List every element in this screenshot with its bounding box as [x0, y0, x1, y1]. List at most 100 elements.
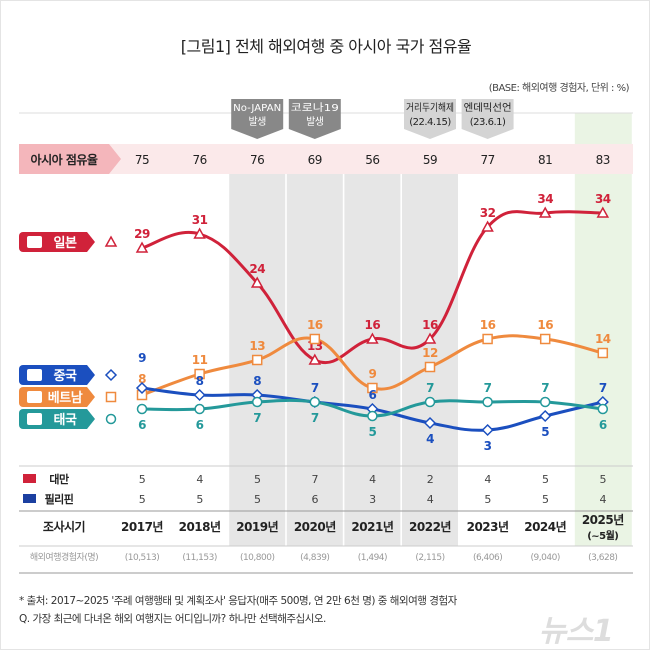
legend-label: 태국: [54, 413, 77, 428]
data-label: 3: [484, 439, 492, 453]
share-value: 69: [308, 153, 322, 167]
share-label-bg: [19, 144, 121, 174]
data-label: 4: [426, 432, 434, 446]
data-point: [135, 381, 149, 395]
row-value: 5: [139, 473, 146, 486]
respondents-value: (10,513): [125, 553, 160, 563]
data-label: 7: [253, 411, 261, 425]
data-label: 7: [484, 381, 492, 395]
event-callout: [461, 99, 514, 139]
row-value: 4: [484, 473, 491, 486]
share-value: 75: [135, 153, 149, 167]
respondents-value: (10,800): [240, 553, 275, 563]
event-callout: [288, 99, 341, 139]
period-value: 2024년: [524, 520, 566, 534]
footnote-question: Q. 가장 최근에 다녀온 해외 여행지는 어디입니까? 하나만 선택해주십시오…: [19, 613, 326, 625]
row-value: 6: [312, 493, 319, 506]
data-label: 8: [196, 374, 204, 388]
row-value: 4: [600, 493, 607, 506]
data-label: 7: [426, 381, 434, 395]
data-point: [424, 396, 436, 408]
legend-label: 중국: [54, 369, 77, 384]
data-point: [423, 416, 437, 430]
row-value: 5: [600, 473, 607, 486]
period-value: 2025년: [582, 513, 624, 527]
data-label: 34: [537, 192, 553, 206]
data-label: 8: [253, 374, 261, 388]
highlight-column-2025: [574, 113, 632, 546]
data-label: 16: [422, 318, 438, 332]
data-point: [366, 332, 379, 344]
data-label: 5: [368, 425, 376, 439]
period-value: 2022년: [409, 520, 451, 534]
data-label: 16: [480, 318, 496, 332]
event-label: (22.4.15): [409, 117, 451, 128]
event-label: 발생: [248, 116, 266, 128]
data-point: [597, 347, 609, 359]
data-point: [194, 403, 205, 415]
share-value: 76: [250, 153, 264, 167]
data-point: [250, 276, 264, 288]
respondents-value: (4,839): [300, 553, 329, 563]
data-label: 31: [192, 213, 208, 227]
share-value: 56: [365, 153, 379, 167]
chart-title: [그림1] 전체 해외여행 중 아시아 국가 점유율: [180, 37, 472, 56]
data-label: 14: [595, 332, 611, 346]
flag-icon: [27, 369, 42, 381]
event-callout: [404, 99, 456, 139]
share-label: 아시아 점유율: [31, 152, 98, 167]
data-point: [539, 333, 551, 345]
row-label: 대만: [49, 472, 69, 486]
data-label: 7: [311, 411, 319, 425]
shaded-column: [402, 164, 458, 546]
share-value: 76: [192, 153, 206, 167]
data-label: 7: [599, 381, 607, 395]
respondents-value: (11,153): [182, 553, 217, 563]
share-value: 77: [480, 153, 494, 167]
row-value: 5: [484, 493, 491, 506]
event-label: 거리두기해제: [406, 101, 454, 114]
data-point: [423, 332, 437, 344]
flag-icon: [27, 391, 42, 403]
share-value: 83: [596, 153, 610, 167]
row-value: 5: [196, 493, 203, 506]
data-point: [538, 206, 552, 218]
event-callout: [231, 99, 284, 139]
data-point: [136, 403, 148, 415]
data-label: 5: [541, 425, 549, 439]
share-value: 81: [538, 153, 552, 167]
period-value: 2019년: [236, 520, 278, 534]
data-label: 8: [138, 372, 146, 386]
flag-icon: [27, 236, 42, 248]
legend-marker: [105, 391, 117, 403]
share-row-bg: [19, 144, 633, 174]
data-point: [539, 396, 551, 408]
respondents-value: (9,040): [531, 553, 560, 563]
event-label: 엔데믹선언: [464, 102, 512, 114]
data-label: 16: [365, 318, 381, 332]
period-value: (~5월): [587, 530, 618, 542]
row-value: 7: [312, 473, 319, 486]
respondents-value: (3,628): [588, 553, 617, 563]
data-label: 9: [138, 351, 146, 365]
event-label: 코로나19: [291, 102, 339, 114]
data-point: [481, 220, 494, 232]
event-label: 발생: [306, 116, 324, 128]
legend-marker: [104, 368, 118, 382]
data-point: [309, 396, 321, 408]
data-label: 6: [196, 418, 204, 432]
row-value: 3: [369, 493, 376, 506]
row-value: 4: [196, 473, 203, 486]
flag-icon: [27, 413, 42, 425]
respondents-label: 해외여행경험자(명): [30, 551, 98, 563]
data-point: [597, 403, 609, 415]
row-label: 필리핀: [45, 492, 74, 506]
period-value: 2020년: [294, 520, 336, 534]
data-point: [251, 396, 263, 408]
shaded-column: [344, 164, 401, 546]
data-point: [135, 241, 149, 253]
data-point: [193, 388, 206, 402]
data-label: 9: [368, 367, 376, 381]
